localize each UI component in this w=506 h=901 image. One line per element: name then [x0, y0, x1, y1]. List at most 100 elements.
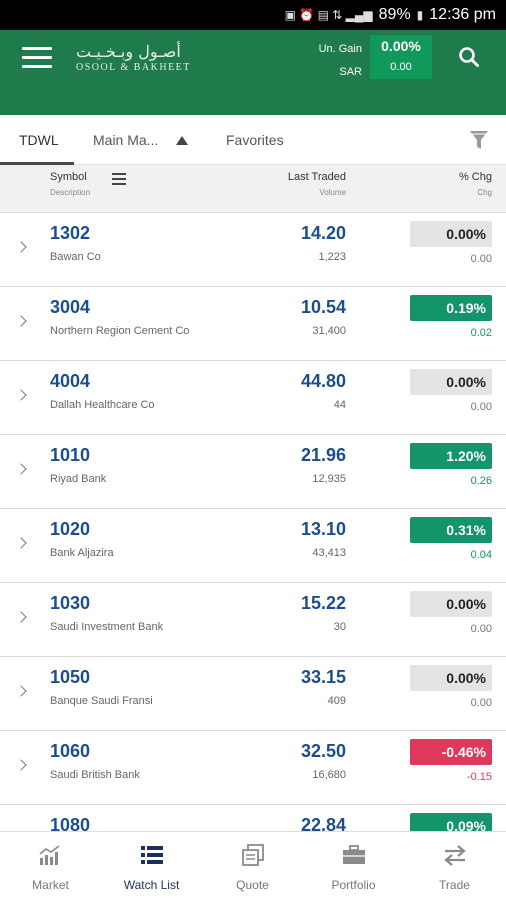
- unrealized-gain-box: 0.00% 0.00: [370, 35, 432, 79]
- nav-market[interactable]: Market: [0, 832, 101, 901]
- gain-value: 0.00: [390, 61, 412, 73]
- row-last-traded: 33.15: [300, 667, 346, 687]
- currency-label: SAR: [339, 66, 362, 78]
- nav-trade[interactable]: Trade: [404, 832, 505, 901]
- gain-label: Un. Gain: [318, 43, 362, 55]
- tab-main-market[interactable]: Main Ma...: [93, 132, 159, 148]
- nav-watch-list[interactable]: Watch List: [101, 832, 202, 901]
- row-description: Saudi British Bank: [50, 769, 140, 781]
- row-description: Bawan Co: [50, 251, 101, 263]
- row-symbol: 4004: [50, 371, 91, 391]
- row-description: Bank Aljazira: [50, 547, 114, 559]
- gain-labels: Un. Gain SAR: [319, 38, 362, 84]
- col-pct-chg[interactable]: % Chg: [458, 171, 492, 183]
- row-volume: 30: [333, 621, 346, 633]
- row-symbol: 1020: [50, 519, 91, 539]
- row-volume: 409: [327, 695, 346, 707]
- app-header: أصـول وبـخـيـت OSOOL & BAKHEET Un. Gain …: [0, 30, 506, 115]
- row-change: -0.15: [466, 771, 492, 783]
- brand-logo: أصـول وبـخـيـت OSOOL & BAKHEET: [76, 42, 191, 73]
- battery-icon: ▮: [416, 8, 424, 22]
- row-pct-change-badge: 0.31%: [410, 517, 492, 543]
- col-chg: Chg: [477, 188, 492, 197]
- exchange-tabs: TDWL Main Ma... Favorites: [0, 115, 506, 165]
- trade-arrows-icon: [444, 845, 466, 866]
- chevron-right-icon: [15, 389, 27, 401]
- table-row[interactable]: 1030 Saudi Investment Bank 15.22 30 0.00…: [0, 583, 506, 657]
- row-description: Riyad Bank: [50, 473, 107, 485]
- status-bar: ▣ ⏰ ▤ ⇅ ▂▄▆ 89% ▮ 12:36 pm: [0, 0, 506, 30]
- row-symbol: 1030: [50, 593, 91, 613]
- clock: 12:36 pm: [429, 6, 496, 23]
- row-last-traded: 22.84: [300, 815, 346, 831]
- portfolio-briefcase-icon: [343, 845, 365, 864]
- tab-favorites[interactable]: Favorites: [226, 132, 284, 148]
- nav-market-label: Market: [32, 878, 69, 892]
- chevron-right-icon: [15, 315, 27, 327]
- row-pct-change-badge: 0.00%: [410, 221, 492, 247]
- row-description: Banque Saudi Fransi: [50, 695, 153, 707]
- row-change: 0.02: [470, 327, 492, 339]
- quote-icon: [242, 844, 264, 866]
- row-volume: 31,400: [312, 325, 346, 337]
- row-change: 0.00: [470, 623, 492, 635]
- logo-english: OSOOL & BAKHEET: [76, 62, 191, 73]
- row-pct-change-badge: 0.09%: [410, 813, 492, 831]
- col-volume: Volume: [319, 188, 346, 197]
- row-change: 0.00: [470, 697, 492, 709]
- row-description: Saudi Investment Bank: [50, 621, 164, 633]
- row-pct-change-badge: 0.00%: [410, 665, 492, 691]
- column-header: Symbol Description Last Traded Volume % …: [0, 165, 506, 213]
- table-row[interactable]: 1020 Bank Aljazira 13.10 43,413 0.31% 0.…: [0, 509, 506, 583]
- row-volume: 43,413: [312, 547, 346, 559]
- table-row[interactable]: 1080 22.84 0.09%: [0, 805, 506, 831]
- sort-list-icon[interactable]: [112, 173, 126, 185]
- gain-percent: 0.00%: [381, 38, 421, 54]
- logo-arabic: أصـول وبـخـيـت: [76, 42, 181, 61]
- nav-trade-label: Trade: [439, 878, 470, 892]
- row-pct-change-badge: 0.00%: [410, 369, 492, 395]
- row-symbol: 1302: [50, 223, 91, 243]
- row-symbol: 3004: [50, 297, 91, 317]
- row-volume: 12,935: [312, 473, 346, 485]
- row-description: Dallah Healthcare Co: [50, 399, 155, 411]
- row-change: 0.00: [470, 253, 492, 265]
- chevron-right-icon: [15, 537, 27, 549]
- battery-level: 89%: [378, 6, 411, 23]
- table-row[interactable]: 1010 Riyad Bank 21.96 12,935 1.20% 0.26: [0, 435, 506, 509]
- row-last-traded: 14.20: [300, 223, 346, 243]
- row-symbol: 1060: [50, 741, 91, 761]
- menu-icon[interactable]: [22, 47, 52, 69]
- row-pct-change-badge: 0.00%: [410, 591, 492, 617]
- row-symbol: 1080: [50, 815, 91, 831]
- watchlist: 1302 Bawan Co 14.20 1,223 0.00% 0.00 300…: [0, 213, 506, 831]
- table-row[interactable]: 1060 Saudi British Bank 32.50 16,680 -0.…: [0, 731, 506, 805]
- row-volume: 16,680: [312, 769, 346, 781]
- row-description: Northern Region Cement Co: [50, 325, 190, 337]
- nav-portfolio[interactable]: Portfolio: [303, 832, 404, 901]
- chevron-right-icon: [15, 463, 27, 475]
- table-row[interactable]: 3004 Northern Region Cement Co 10.54 31,…: [0, 287, 506, 361]
- chevron-right-icon: [15, 685, 27, 697]
- col-last-traded[interactable]: Last Traded: [287, 171, 346, 183]
- row-last-traded: 32.50: [300, 741, 346, 761]
- row-last-traded: 13.10: [300, 519, 346, 539]
- table-row[interactable]: 1050 Banque Saudi Fransi 33.15 409 0.00%…: [0, 657, 506, 731]
- row-change: 0.00: [470, 401, 492, 413]
- tab-tdwl[interactable]: TDWL: [0, 115, 74, 165]
- search-icon[interactable]: [458, 46, 480, 68]
- nav-watch-list-label: Watch List: [123, 878, 180, 892]
- row-pct-change-badge: 0.19%: [410, 295, 492, 321]
- table-row[interactable]: 4004 Dallah Healthcare Co 44.80 44 0.00%…: [0, 361, 506, 435]
- filter-icon[interactable]: [470, 130, 488, 150]
- row-volume: 1,223: [318, 251, 346, 263]
- row-last-traded: 10.54: [300, 297, 346, 317]
- row-last-traded: 44.80: [300, 371, 346, 391]
- nav-quote-label: Quote: [236, 878, 269, 892]
- nav-portfolio-label: Portfolio: [331, 878, 376, 892]
- col-symbol[interactable]: Symbol: [50, 171, 87, 183]
- table-row[interactable]: 1302 Bawan Co 14.20 1,223 0.00% 0.00: [0, 213, 506, 287]
- nav-quote[interactable]: Quote: [202, 832, 303, 901]
- bottom-navigation: Market Watch List Quote Portfolio: [0, 831, 506, 900]
- dropdown-triangle-icon[interactable]: [176, 136, 188, 145]
